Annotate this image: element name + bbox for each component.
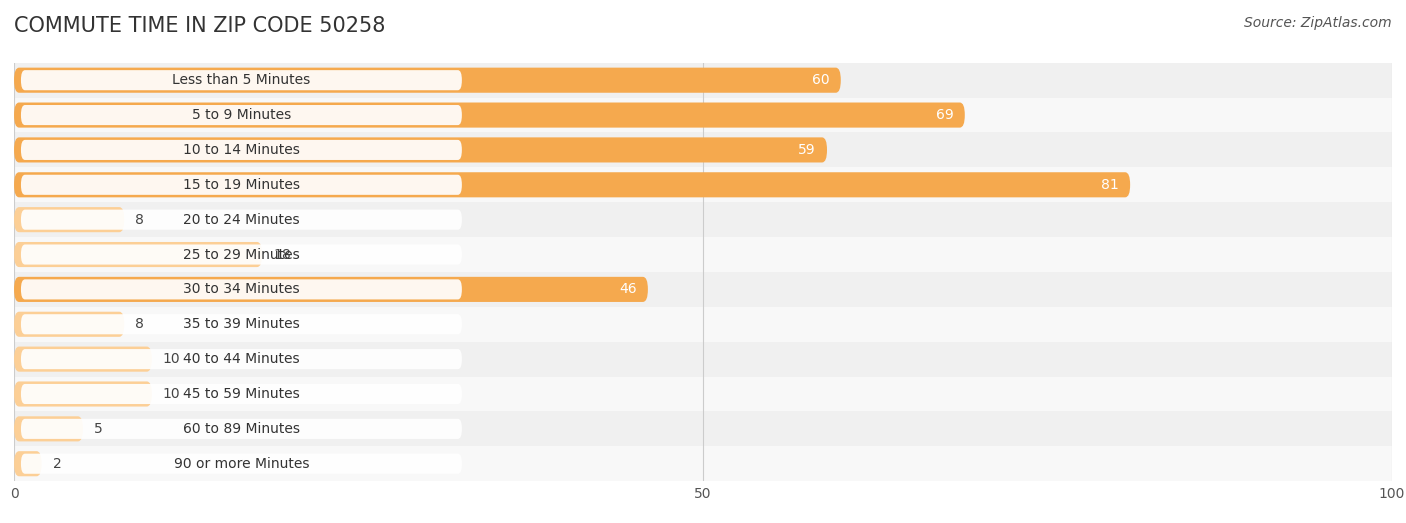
FancyBboxPatch shape — [21, 384, 463, 404]
FancyBboxPatch shape — [21, 419, 463, 439]
FancyBboxPatch shape — [14, 277, 648, 302]
Text: 5 to 9 Minutes: 5 to 9 Minutes — [191, 108, 291, 122]
FancyBboxPatch shape — [14, 347, 152, 372]
Text: 5: 5 — [94, 422, 103, 436]
Bar — [14, 98, 1392, 132]
Text: 18: 18 — [273, 247, 291, 262]
Text: 81: 81 — [1101, 178, 1119, 192]
Bar — [14, 272, 1392, 307]
Text: Less than 5 Minutes: Less than 5 Minutes — [173, 73, 311, 87]
FancyBboxPatch shape — [21, 140, 463, 160]
Text: 15 to 19 Minutes: 15 to 19 Minutes — [183, 178, 299, 192]
FancyBboxPatch shape — [21, 70, 463, 90]
Text: 8: 8 — [135, 213, 145, 226]
Bar — [14, 237, 1392, 272]
Text: 10: 10 — [163, 352, 180, 366]
FancyBboxPatch shape — [21, 244, 463, 265]
Text: 69: 69 — [936, 108, 953, 122]
Text: 35 to 39 Minutes: 35 to 39 Minutes — [183, 317, 299, 331]
FancyBboxPatch shape — [14, 67, 841, 93]
Bar — [14, 377, 1392, 412]
Text: 46: 46 — [619, 282, 637, 297]
Text: 8: 8 — [135, 317, 145, 331]
Bar — [14, 412, 1392, 446]
Text: COMMUTE TIME IN ZIP CODE 50258: COMMUTE TIME IN ZIP CODE 50258 — [14, 16, 385, 36]
Text: 20 to 24 Minutes: 20 to 24 Minutes — [183, 213, 299, 226]
Text: 25 to 29 Minutes: 25 to 29 Minutes — [183, 247, 299, 262]
FancyBboxPatch shape — [21, 279, 463, 300]
Text: 45 to 59 Minutes: 45 to 59 Minutes — [183, 387, 299, 401]
Bar — [14, 307, 1392, 342]
FancyBboxPatch shape — [14, 138, 827, 163]
FancyBboxPatch shape — [14, 242, 262, 267]
Text: 10 to 14 Minutes: 10 to 14 Minutes — [183, 143, 299, 157]
Text: 60 to 89 Minutes: 60 to 89 Minutes — [183, 422, 299, 436]
FancyBboxPatch shape — [21, 453, 463, 474]
FancyBboxPatch shape — [21, 105, 463, 125]
Bar — [14, 167, 1392, 202]
FancyBboxPatch shape — [14, 451, 42, 476]
FancyBboxPatch shape — [14, 416, 83, 441]
Text: 60: 60 — [813, 73, 830, 87]
Text: 40 to 44 Minutes: 40 to 44 Minutes — [183, 352, 299, 366]
Text: 90 or more Minutes: 90 or more Minutes — [174, 457, 309, 471]
FancyBboxPatch shape — [21, 210, 463, 230]
Text: Source: ZipAtlas.com: Source: ZipAtlas.com — [1244, 16, 1392, 30]
Text: 2: 2 — [52, 457, 62, 471]
FancyBboxPatch shape — [14, 172, 1130, 197]
Text: 59: 59 — [799, 143, 815, 157]
Bar — [14, 446, 1392, 481]
Text: 10: 10 — [163, 387, 180, 401]
FancyBboxPatch shape — [21, 349, 463, 369]
FancyBboxPatch shape — [14, 381, 152, 406]
FancyBboxPatch shape — [14, 207, 124, 232]
FancyBboxPatch shape — [21, 175, 463, 195]
Bar — [14, 132, 1392, 167]
Bar — [14, 202, 1392, 237]
Text: 30 to 34 Minutes: 30 to 34 Minutes — [183, 282, 299, 297]
FancyBboxPatch shape — [14, 103, 965, 128]
Bar — [14, 342, 1392, 377]
FancyBboxPatch shape — [21, 314, 463, 334]
Bar — [14, 63, 1392, 98]
FancyBboxPatch shape — [14, 312, 124, 337]
